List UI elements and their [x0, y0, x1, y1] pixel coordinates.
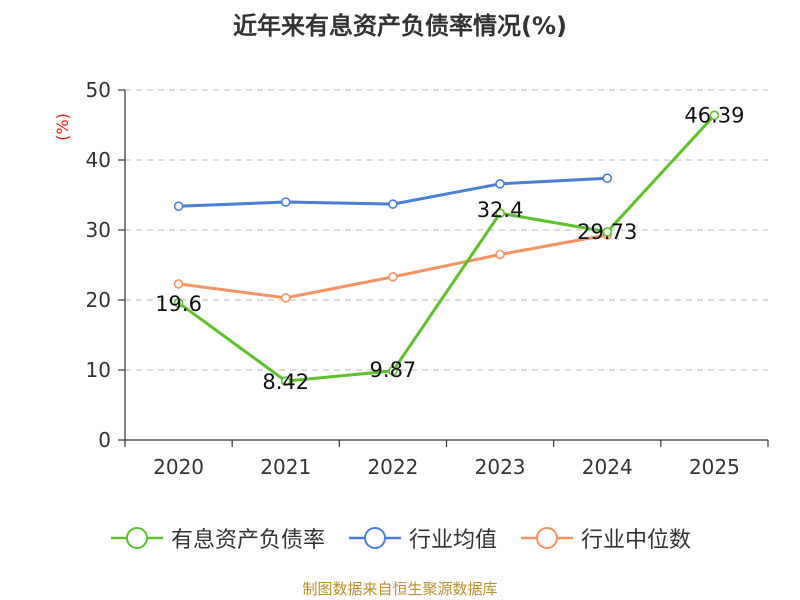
legend-item: 有息资产负债率: [109, 522, 325, 554]
x-tick-label: 2024: [582, 455, 633, 479]
legend-swatch: [110, 527, 163, 549]
series-line: [177, 114, 716, 383]
x-tick-label: 2023: [475, 455, 526, 479]
data-point: [495, 249, 505, 260]
data-point: [173, 201, 184, 211]
y-tick-label: 30: [86, 218, 111, 242]
data-label: 32.4: [477, 198, 524, 222]
legend-swatch-marker: [125, 527, 148, 549]
data-label: 29.73: [577, 220, 637, 244]
data-point: [388, 366, 398, 376]
legend-label: 行业中位数: [581, 528, 692, 553]
legend-swatch-marker: [536, 527, 558, 549]
y-tick-label: 40: [86, 148, 111, 172]
legend-swatch: [348, 527, 401, 549]
x-tick-label: 2025: [689, 455, 740, 479]
legend-swatch-marker: [363, 527, 386, 549]
data-point: [388, 199, 398, 209]
x-tick-label: 2020: [153, 455, 204, 479]
y-tick-label: 50: [86, 78, 111, 102]
data-label: 8.42: [262, 370, 309, 394]
data-point: [709, 110, 720, 121]
x-tick-label: 2022: [367, 455, 418, 479]
data-point: [173, 297, 184, 308]
y-tick-label: 0: [98, 428, 111, 452]
data-label: 19.6: [155, 292, 202, 316]
data-point: [495, 179, 505, 189]
legend-item: 行业均值: [347, 522, 497, 554]
data-point: [280, 376, 291, 386]
y-tick-label: 20: [86, 288, 111, 312]
data-point: [388, 272, 398, 282]
y-axis-label: (%): [53, 113, 72, 141]
data-point: [602, 227, 613, 237]
legend-swatch: [521, 527, 573, 549]
data-point: [280, 197, 291, 207]
data-label: 9.87: [370, 358, 417, 382]
legend-item: 行业中位数: [519, 522, 691, 554]
data-point: [280, 293, 291, 303]
data-point: [495, 208, 505, 218]
legend-label: 行业均值: [408, 528, 497, 553]
data-label: 46.39: [684, 103, 744, 127]
chart-title: 近年来有息资产负债率情况(%): [233, 12, 567, 40]
data-point: [602, 173, 613, 183]
x-tick-label: 2021: [260, 455, 311, 479]
y-tick-label: 10: [86, 358, 111, 382]
source-note: 制图数据来自恒生聚源数据库: [302, 580, 498, 598]
legend: 有息资产负债率 行业均值 行业中位数: [0, 520, 800, 556]
legend-label: 有息资产负债率: [170, 528, 325, 553]
data-point: [173, 279, 184, 289]
series-line: [178, 233, 608, 300]
